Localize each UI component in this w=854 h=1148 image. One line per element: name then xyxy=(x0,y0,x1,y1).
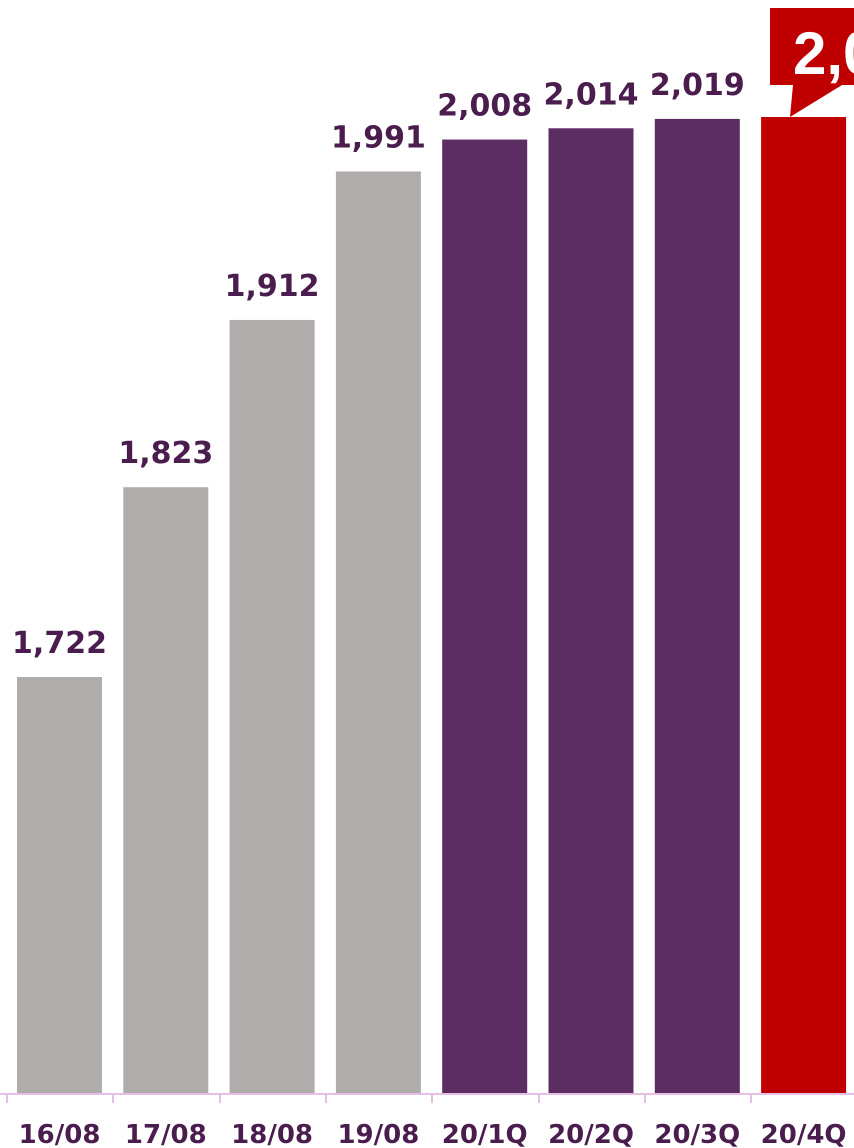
category-label: 17/08 xyxy=(125,1120,207,1148)
category-label: 16/08 xyxy=(19,1120,101,1148)
category-label: 19/08 xyxy=(337,1120,419,1148)
bars-group xyxy=(17,117,847,1094)
callout-badge: 2,0 xyxy=(770,8,854,117)
value-label: 1,722 xyxy=(12,626,107,661)
x-axis: 16/08 17/08 18/08 19/08 20/1Q 20/2Q 20/3Q 20/4Q xyxy=(0,1093,854,1148)
callout-value: 2,0 xyxy=(793,20,854,87)
value-labels-group: 1,722 1,823 1,912 1,991 2,008 2,014 2,019 xyxy=(12,68,745,661)
value-label: 2,019 xyxy=(650,68,745,103)
value-label: 1,991 xyxy=(331,120,426,155)
value-label: 2,014 xyxy=(544,77,639,112)
bar-16-08 xyxy=(17,677,102,1093)
value-label: 1,823 xyxy=(118,436,213,471)
bar-17-08 xyxy=(123,487,209,1093)
bar-20-3Q xyxy=(654,118,740,1093)
value-label: 2,008 xyxy=(437,89,532,124)
bar-18-08 xyxy=(229,319,315,1094)
category-label: 20/4Q xyxy=(761,1120,847,1148)
bar-20-1Q xyxy=(442,139,528,1093)
bar-20-4Q xyxy=(761,117,847,1093)
bar-19-08 xyxy=(335,171,421,1093)
bar-20-2Q xyxy=(548,128,634,1094)
category-label: 20/3Q xyxy=(654,1120,740,1148)
category-label: 18/08 xyxy=(231,1120,313,1148)
category-label: 20/1Q xyxy=(442,1120,528,1148)
callout-shape xyxy=(770,8,854,117)
value-label: 1,912 xyxy=(225,269,320,304)
category-label: 20/2Q xyxy=(548,1120,634,1148)
